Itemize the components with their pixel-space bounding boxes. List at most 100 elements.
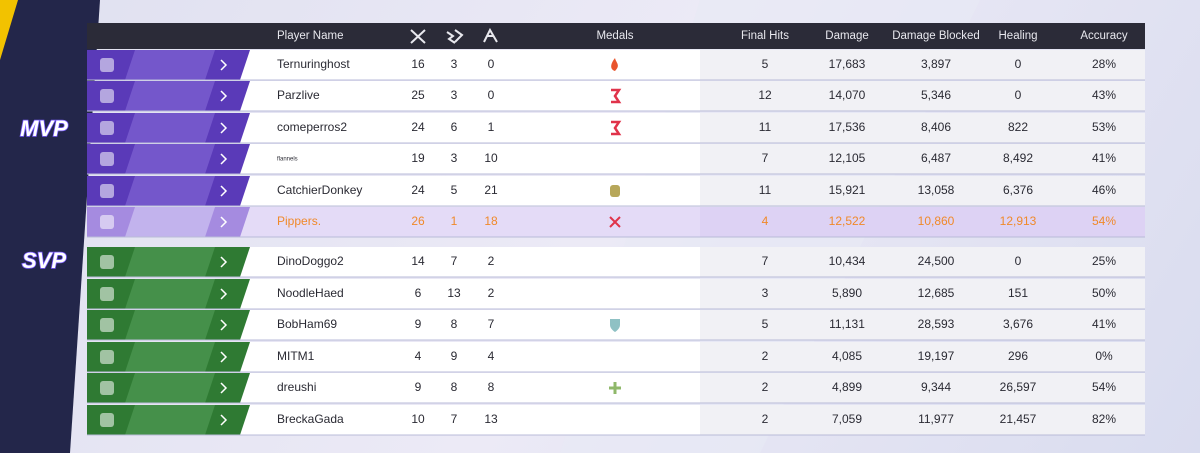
header-medals: Medals (596, 30, 633, 42)
portrait (125, 81, 215, 111)
accuracy: 25% (1092, 254, 1116, 268)
role-icon (100, 255, 114, 269)
assists: 10 (484, 151, 498, 165)
role-icon (100, 152, 114, 166)
accuracy: 54% (1092, 214, 1116, 228)
deaths: 8 (451, 380, 458, 394)
header-accuracy: Accuracy (1080, 30, 1128, 42)
healing: 21,457 (1000, 412, 1037, 426)
row-shade (700, 81, 1145, 111)
expand-arrow (220, 256, 228, 268)
deaths: 7 (451, 254, 458, 268)
kills: 16 (411, 57, 425, 71)
portrait (125, 207, 215, 237)
kills: 9 (415, 380, 422, 394)
role-icon (100, 381, 114, 395)
damage-blocked: 6,487 (921, 151, 951, 165)
portrait (125, 279, 215, 309)
deaths: 1 (451, 214, 458, 228)
row-shade (700, 342, 1145, 372)
damage: 17,536 (829, 120, 866, 134)
player-name: comeperros2 (277, 120, 347, 134)
final-hits: 2 (762, 349, 769, 363)
damage: 7,059 (832, 412, 862, 426)
damage-blocked: 11,977 (918, 412, 954, 426)
damage-blocked: 28,593 (918, 317, 955, 331)
final-hits: 5 (762, 57, 769, 71)
medal-cross (609, 216, 621, 228)
player-name: Pippers. (277, 214, 321, 228)
side-stripe (0, 0, 18, 60)
medal-flame (611, 58, 618, 71)
final-hits: 11 (759, 183, 772, 197)
final-hits: 7 (762, 151, 769, 165)
assists: 0 (488, 88, 495, 102)
deaths: 7 (451, 412, 458, 426)
assists: 4 (488, 349, 495, 363)
expand-arrow (220, 185, 228, 197)
player-name: CatchierDonkey (277, 183, 362, 197)
assists: 1 (488, 120, 495, 134)
damage: 17,683 (829, 57, 866, 71)
deaths: 3 (451, 151, 458, 165)
medal-shield (610, 319, 620, 332)
player-name: BreckaGada (277, 412, 344, 426)
row-shade (700, 373, 1145, 403)
player-name: DinoDoggo2 (277, 254, 344, 268)
portrait (125, 342, 215, 372)
row-shade (700, 176, 1145, 206)
healing: 3,676 (1003, 317, 1033, 331)
healing: 0 (1015, 88, 1022, 102)
expand-arrow (220, 351, 228, 363)
assists: 2 (488, 286, 495, 300)
accuracy: 46% (1092, 183, 1116, 197)
damage: 14,070 (829, 88, 866, 102)
role-icon (100, 58, 114, 72)
final-hits: 2 (762, 412, 769, 426)
portrait (125, 144, 215, 174)
row-shade (700, 247, 1145, 277)
player-name: MITM1 (277, 349, 315, 363)
row-shade (700, 113, 1145, 143)
deaths: 3 (451, 57, 458, 71)
assists: 21 (484, 183, 498, 197)
kills: 14 (411, 254, 425, 268)
row-shade (700, 144, 1145, 174)
healing: 822 (1008, 120, 1028, 134)
role-icon (100, 215, 114, 229)
damage-blocked: 5,346 (921, 88, 951, 102)
role-icon (100, 318, 114, 332)
damage: 10,434 (829, 254, 866, 268)
portrait (125, 247, 215, 277)
damage: 12,105 (829, 151, 866, 165)
damage: 15,921 (829, 183, 866, 197)
header-damage-blocked: Damage Blocked (892, 30, 980, 42)
damage: 4,899 (832, 380, 862, 394)
assists: 7 (488, 317, 495, 331)
row-shade (700, 310, 1145, 340)
kills: 9 (415, 317, 422, 331)
medal-three (611, 120, 622, 136)
final-hits: 11 (759, 120, 772, 134)
expand-arrow (220, 59, 228, 71)
damage-blocked: 19,197 (918, 349, 955, 363)
accuracy: 54% (1092, 380, 1116, 394)
portrait (125, 373, 215, 403)
deaths: 13 (447, 286, 461, 300)
kills: 26 (411, 214, 425, 228)
role-icon (100, 184, 114, 198)
damage-blocked: 12,685 (918, 286, 955, 300)
player-name: Ternuringhost (277, 57, 350, 71)
role-icon (100, 89, 114, 103)
healing: 0 (1015, 57, 1022, 71)
player-name: NoodleHaed (277, 286, 344, 300)
expand-arrow (220, 414, 228, 426)
accuracy: 41% (1092, 317, 1116, 331)
row-shade (700, 207, 1145, 237)
accuracy: 43% (1092, 88, 1116, 102)
deaths: 5 (451, 183, 458, 197)
damage: 12,522 (829, 214, 866, 228)
damage-blocked: 3,897 (921, 57, 951, 71)
deaths: 8 (451, 317, 458, 331)
kills: 24 (411, 183, 425, 197)
